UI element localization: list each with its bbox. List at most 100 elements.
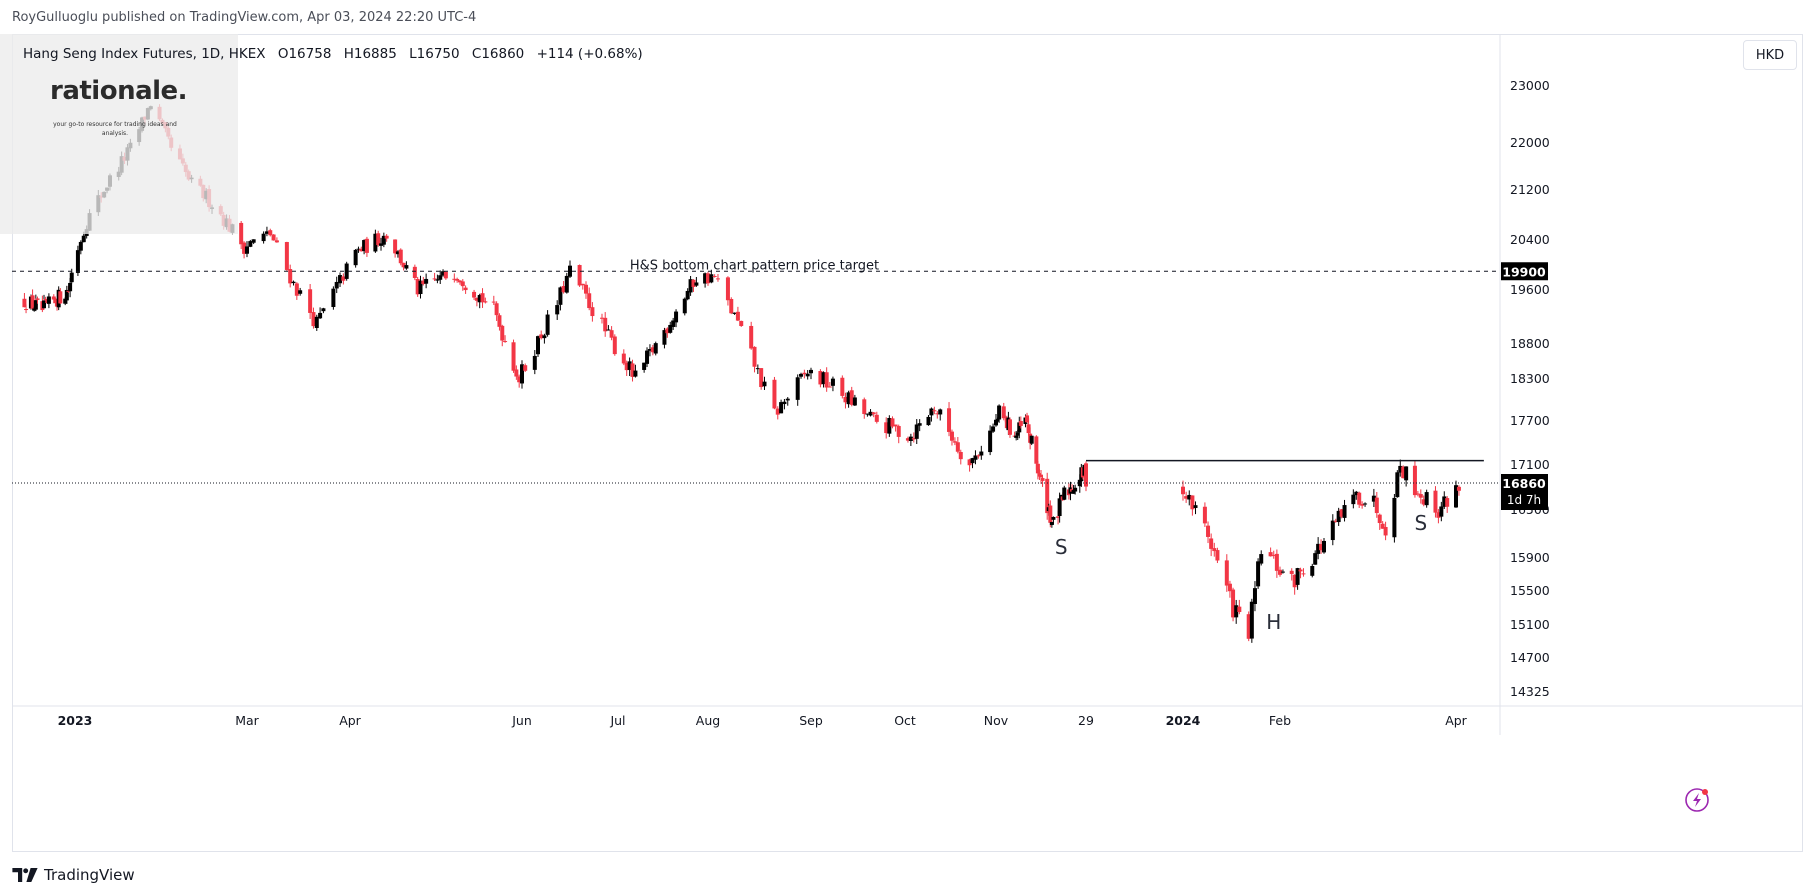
footer-brand[interactable]: TradingView (12, 866, 135, 884)
candle-body (334, 281, 339, 289)
candle-body (955, 442, 960, 452)
candle-body (827, 386, 832, 388)
candle-body (735, 311, 740, 321)
price-axis-tick: 14325 (1510, 684, 1550, 699)
candle-body (1374, 497, 1379, 514)
candle-body (706, 273, 710, 284)
target-annotation: H&S bottom chart pattern price target (630, 258, 879, 273)
countdown-label: 1d 7h (1507, 493, 1541, 507)
candle-body (532, 355, 537, 370)
candle-body (421, 280, 426, 285)
candle-body (703, 273, 708, 284)
candle-body (725, 277, 730, 301)
price-axis-tick: 15900 (1510, 550, 1550, 565)
candle-body (782, 401, 787, 405)
candle-body (935, 413, 940, 415)
symbol-name[interactable]: Hang Seng Index Futures, 1D, HKEX (23, 46, 266, 62)
price-axis-tick: 15500 (1510, 583, 1550, 598)
time-axis-tick: Nov (984, 713, 1009, 728)
candle-body (947, 408, 952, 432)
candle-body (1051, 516, 1056, 520)
time-axis-tick: Sep (799, 713, 823, 728)
candle-body (1383, 526, 1388, 536)
candle-body (341, 276, 346, 281)
candle-body (268, 230, 273, 236)
price-axis-tick: 17100 (1510, 457, 1550, 472)
candle-body (584, 284, 588, 294)
candle-body (517, 376, 522, 383)
candle-body (1077, 479, 1082, 487)
candle-body (871, 412, 876, 415)
candle-body (779, 402, 784, 414)
candle-body (887, 417, 892, 434)
levels-layer (12, 270, 1500, 484)
candle-body (545, 314, 550, 335)
candle-body (911, 438, 916, 440)
candle-body (914, 424, 919, 439)
candle-body (712, 275, 717, 277)
candle-body (1224, 560, 1229, 586)
candle-body (976, 455, 981, 457)
candle-body (1252, 588, 1257, 604)
candle-body (1184, 496, 1189, 499)
watermark-logo-word: rationale. (50, 76, 188, 106)
candle-body (785, 398, 790, 401)
candle-body (291, 281, 296, 284)
candle-body (1193, 505, 1198, 508)
candle-body (1333, 520, 1338, 522)
pattern-label-1: S (1055, 535, 1068, 559)
candle-body (949, 431, 954, 441)
candle-body (749, 325, 754, 349)
candle-body (1234, 605, 1239, 618)
candle-body (775, 408, 780, 415)
candle-body (662, 330, 667, 345)
candle-body (242, 242, 247, 254)
lightning-icon[interactable] (1685, 788, 1709, 812)
candle-body (929, 408, 934, 416)
price-axis-tick: 14700 (1510, 650, 1550, 665)
symbol-legend[interactable]: Hang Seng Index Futures, 1D, HKEX O16758… (23, 46, 651, 62)
candle-body (1212, 548, 1217, 552)
candle-body (64, 289, 69, 301)
candle-body (1181, 486, 1185, 495)
candle-body (682, 298, 687, 314)
time-axis-tick: 2023 (58, 713, 93, 728)
candle-body (1062, 487, 1067, 500)
candle-body (821, 372, 826, 385)
candle-body (1056, 516, 1061, 518)
tradingview-logo-icon (12, 868, 38, 882)
candle-body (1289, 570, 1294, 574)
candle-body (1316, 543, 1321, 554)
candle-body (685, 290, 690, 300)
candle-body (772, 379, 777, 409)
pattern-label-3: S (1414, 511, 1427, 535)
candle-body (762, 381, 767, 387)
candle-body (33, 300, 38, 310)
candle-body (308, 289, 313, 313)
candle-body (1354, 491, 1359, 496)
watermark-logo-tagline: your go-to resource for trading ideas an… (53, 121, 177, 137)
candle-body (650, 347, 655, 353)
candle-body (846, 392, 851, 405)
candle-body (46, 296, 51, 304)
candle-body (1026, 424, 1031, 434)
candle-body (1049, 521, 1054, 526)
time-axis-tick: 2024 (1166, 713, 1201, 728)
candle-body (35, 298, 40, 300)
candle-body (412, 266, 417, 278)
candle-body (587, 293, 592, 309)
candle-body (979, 451, 984, 456)
candle-body (938, 409, 943, 415)
candle-body (373, 233, 378, 252)
time-axis-tick: Mar (235, 713, 259, 728)
candle-body (438, 275, 443, 280)
candle-body (973, 455, 978, 460)
candle-body (251, 239, 256, 243)
currency-button[interactable]: HKD (1743, 40, 1797, 70)
candle-body (1301, 573, 1306, 575)
candle-body (1454, 485, 1458, 508)
watermark-logo-panel: rationale. your go-to resource for tradi… (0, 34, 238, 234)
candle-body (1048, 505, 1053, 523)
candle-body (455, 278, 460, 281)
